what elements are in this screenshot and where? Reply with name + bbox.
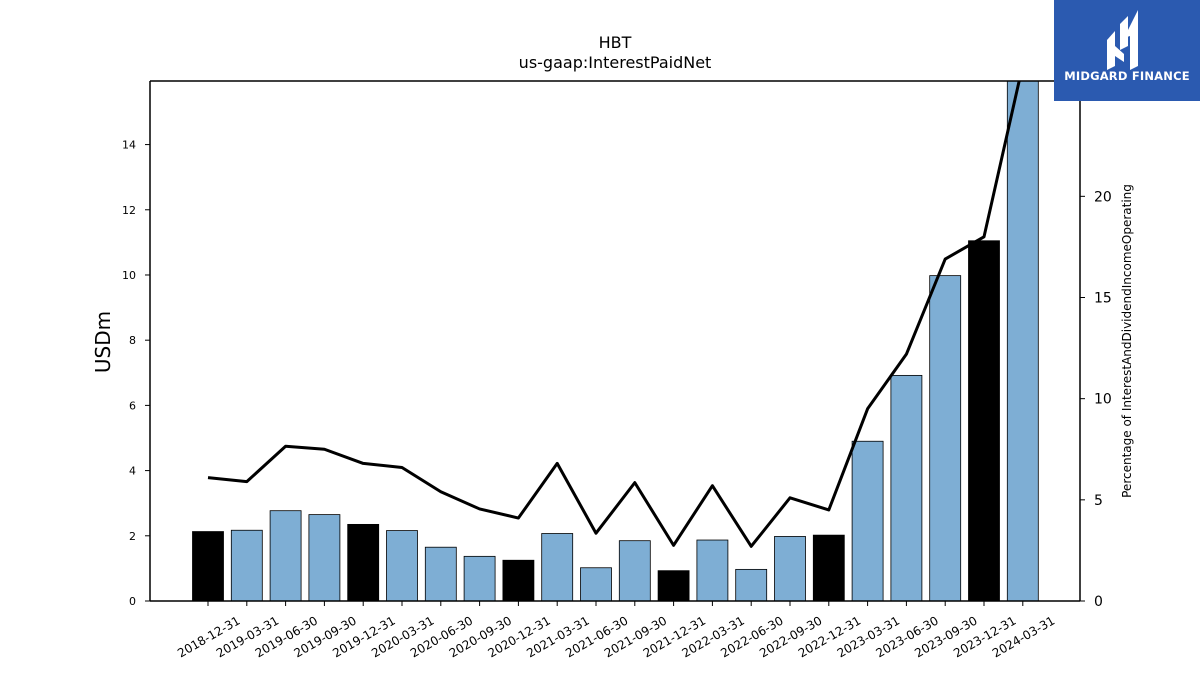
y2-tick-label: 5 xyxy=(1094,493,1103,509)
y2-axis-label: Percentage of InterestAndDividendIncomeO… xyxy=(1120,184,1134,498)
bars-layer xyxy=(192,81,1039,601)
bar xyxy=(269,510,302,601)
logo-text: MIDGARD FINANCE xyxy=(1064,69,1190,83)
bar xyxy=(347,523,380,601)
y-axis-label: USDm xyxy=(91,311,115,373)
bar xyxy=(192,531,224,601)
bar xyxy=(308,514,341,601)
bar xyxy=(812,534,845,601)
y-tick-label: 12 xyxy=(122,204,136,217)
bar xyxy=(541,533,574,601)
y-tick-label: 4 xyxy=(129,465,136,478)
y2-tick-label: 20 xyxy=(1094,189,1112,205)
y-tick-label: 14 xyxy=(122,139,136,152)
bar xyxy=(968,240,1000,601)
line-layer xyxy=(207,81,1021,548)
bar xyxy=(580,567,612,601)
chart-title: HBT xyxy=(599,33,632,52)
bar xyxy=(696,539,729,601)
bar xyxy=(851,440,884,601)
bar xyxy=(424,546,457,601)
midgard-logo-icon xyxy=(1107,10,1138,70)
bar xyxy=(618,540,651,601)
bar xyxy=(735,568,768,601)
y-tick-label: 0 xyxy=(129,595,136,608)
bar xyxy=(929,275,962,601)
bar xyxy=(463,555,496,601)
bar xyxy=(1006,81,1039,601)
y2-tick-label: 10 xyxy=(1094,392,1112,408)
bar xyxy=(502,559,535,601)
bar xyxy=(774,536,806,601)
bar xyxy=(230,529,263,601)
chart-subtitle: us-gaap:InterestPaidNet xyxy=(519,53,712,72)
logo: MIDGARD FINANCE xyxy=(1054,0,1200,101)
y-tick-label: 8 xyxy=(129,334,136,347)
y-tick-label: 6 xyxy=(129,399,136,412)
bar xyxy=(386,530,418,601)
bar xyxy=(890,374,923,601)
series-line xyxy=(207,81,1021,548)
y2-tick-label: 0 xyxy=(1094,594,1103,610)
y-tick-label: 2 xyxy=(129,530,136,543)
y2-tick-label: 15 xyxy=(1094,290,1112,306)
y-tick-label: 10 xyxy=(122,269,136,282)
bar xyxy=(657,570,690,601)
